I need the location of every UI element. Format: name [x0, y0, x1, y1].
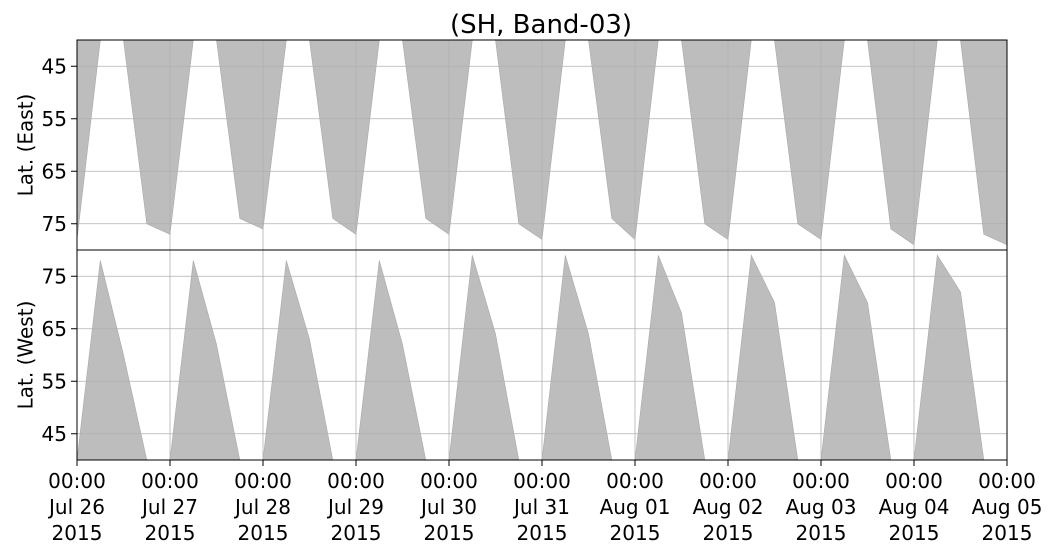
x-tick-label: 00:00 Aug 05 2015: [972, 469, 1043, 545]
y-tick-label: 65: [42, 317, 67, 341]
x-tick-label: 00:00 Aug 03 2015: [786, 469, 857, 545]
west-y-axis-label: Lat. (West): [14, 301, 38, 410]
x-tick-label: 00:00 Jul 26 2015: [47, 469, 106, 545]
panel-frame: [76, 249, 1008, 461]
east-y-ticks: 45 55 65 75: [42, 54, 77, 236]
x-axis: 00:00 Jul 26 2015 00:00 Jul 27 2015 00:00 Jul 2…: [47, 460, 1042, 545]
x-tick-label: 00:00 Aug 04 2015: [879, 469, 950, 545]
west-y-ticks: 75 65 55 45: [42, 264, 77, 446]
chart-title: (SH, Band-03): [450, 10, 632, 40]
x-tick-label: 00:00 Jul 30 2015: [419, 469, 478, 545]
x-tick-label: 00:00 Jul 28 2015: [233, 469, 292, 545]
y-tick-label: 45: [42, 422, 67, 446]
y-tick-label: 75: [42, 212, 67, 236]
y-tick-label: 75: [42, 264, 67, 288]
x-tick-label: 00:00 Aug 02 2015: [693, 469, 764, 545]
y-tick-label: 55: [42, 369, 67, 393]
east-y-axis-label: Lat. (East): [14, 94, 38, 197]
west-gridlines: [76, 250, 1008, 460]
east-panel: 45 55 65 75 Lat. (East): [14, 39, 1008, 250]
y-tick-label: 55: [42, 107, 67, 131]
y-tick-label: 45: [42, 54, 67, 78]
y-tick-label: 65: [42, 159, 67, 183]
x-tick-label: 00:00 Jul 27 2015: [140, 469, 199, 545]
panel-frames: [76, 39, 1008, 461]
east-gridlines: [76, 40, 1008, 250]
x-tick-label: 00:00 Aug 01 2015: [600, 469, 671, 545]
x-tick-label: 00:00 Jul 29 2015: [326, 469, 385, 545]
x-tick-label: 00:00 Jul 31 2015: [512, 469, 571, 545]
west-panel: 75 65 55 45 Lat. (West): [14, 250, 1008, 461]
